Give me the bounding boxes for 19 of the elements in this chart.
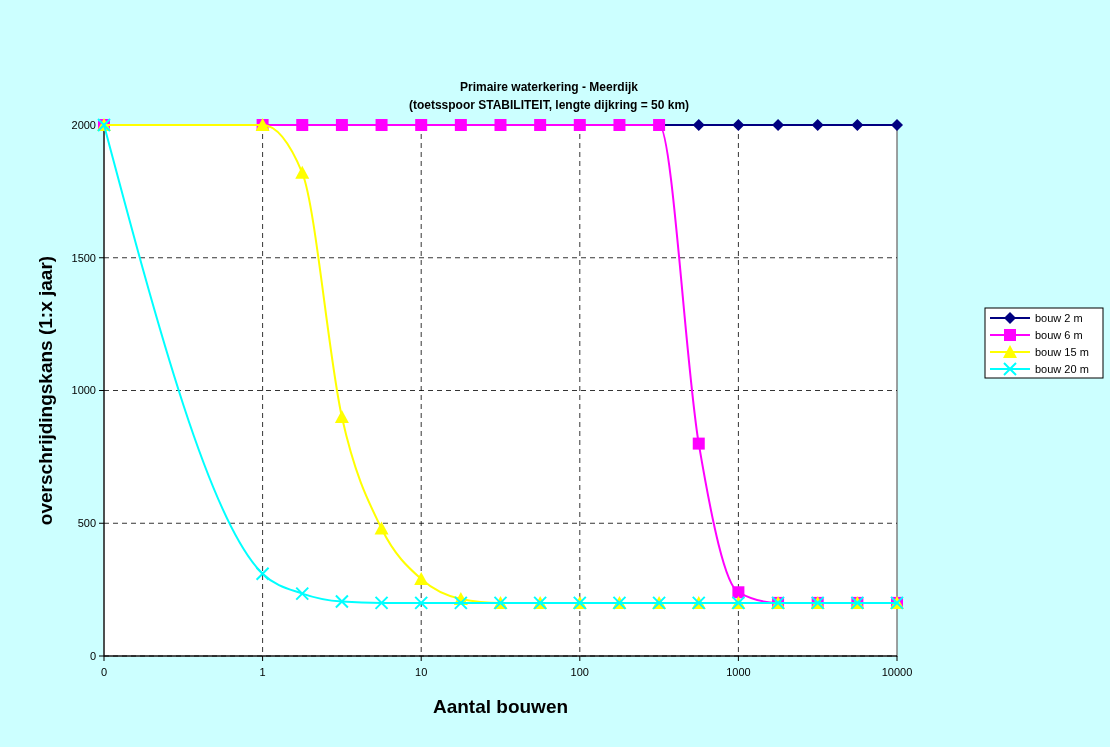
y-tick-label: 1500 <box>71 251 96 264</box>
y-tick-label: 1000 <box>71 384 96 397</box>
legend-label: bouw 2 m <box>1035 311 1083 324</box>
y-tick-label: 0 <box>89 649 96 662</box>
legend-label: bouw 15 m <box>1035 345 1089 358</box>
y-tick-label: 2000 <box>71 118 96 131</box>
chart-title: Primaire waterkering - Meerdijk <box>459 80 639 94</box>
legend-label: bouw 6 m <box>1035 328 1083 341</box>
x-tick-label: 10 <box>415 666 428 678</box>
y-tick-label: 500 <box>77 517 96 530</box>
x-tick-label: 1000 <box>726 666 751 678</box>
legend-label: bouw 20 m <box>1035 362 1089 375</box>
x-axis-title: Aantal bouwen <box>432 696 569 717</box>
x-tick-label: 100 <box>570 666 589 678</box>
y-axis-title: overschrijdingskans (1:x jaar) <box>35 255 56 526</box>
chart-subtitle: (toetsspoor STABILITEIT, lengte dijkring = 50 km) <box>408 98 690 112</box>
x-tick-label: 10000 <box>881 666 913 678</box>
x-tick-label: 1 <box>259 666 266 678</box>
x-tick-label: 0 <box>100 666 108 678</box>
